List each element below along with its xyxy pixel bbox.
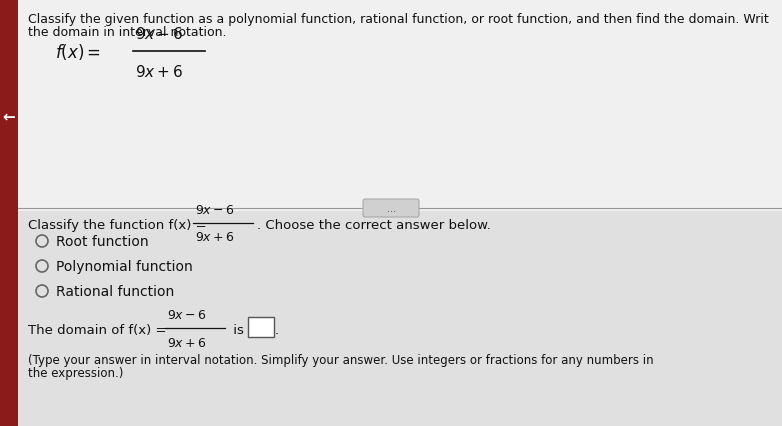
Text: Rational function: Rational function	[56, 284, 174, 298]
Text: the expression.): the expression.)	[28, 366, 124, 379]
Text: Classify the function f(x) =: Classify the function f(x) =	[28, 219, 211, 231]
FancyBboxPatch shape	[18, 0, 782, 211]
Text: the domain in interval notation.: the domain in interval notation.	[28, 26, 227, 39]
Text: is: is	[229, 323, 244, 336]
FancyBboxPatch shape	[363, 199, 419, 218]
Text: $9x+6$: $9x+6$	[135, 64, 183, 80]
Text: .: .	[275, 323, 279, 336]
Text: $9x-6$: $9x-6$	[167, 308, 206, 321]
FancyBboxPatch shape	[0, 0, 18, 426]
Text: ...: ...	[386, 204, 396, 213]
Text: Root function: Root function	[56, 234, 149, 248]
Text: $9x+6$: $9x+6$	[167, 336, 206, 349]
Text: $f(x)=$: $f(x)=$	[55, 42, 101, 62]
Text: ←: ←	[2, 109, 16, 124]
Text: The domain of f(x) =: The domain of f(x) =	[28, 323, 170, 336]
Text: $9x+6$: $9x+6$	[195, 230, 235, 243]
Text: (Type your answer in interval notation. Simplify your answer. Use integers or fr: (Type your answer in interval notation. …	[28, 353, 654, 366]
FancyBboxPatch shape	[248, 317, 274, 337]
Text: . Choose the correct answer below.: . Choose the correct answer below.	[257, 219, 491, 231]
FancyBboxPatch shape	[18, 211, 782, 426]
Text: $9x-6$: $9x-6$	[135, 26, 183, 42]
Text: Classify the given function as a polynomial function, rational function, or root: Classify the given function as a polynom…	[28, 13, 769, 26]
Text: Polynomial function: Polynomial function	[56, 259, 192, 273]
Text: $9x-6$: $9x-6$	[195, 204, 235, 216]
